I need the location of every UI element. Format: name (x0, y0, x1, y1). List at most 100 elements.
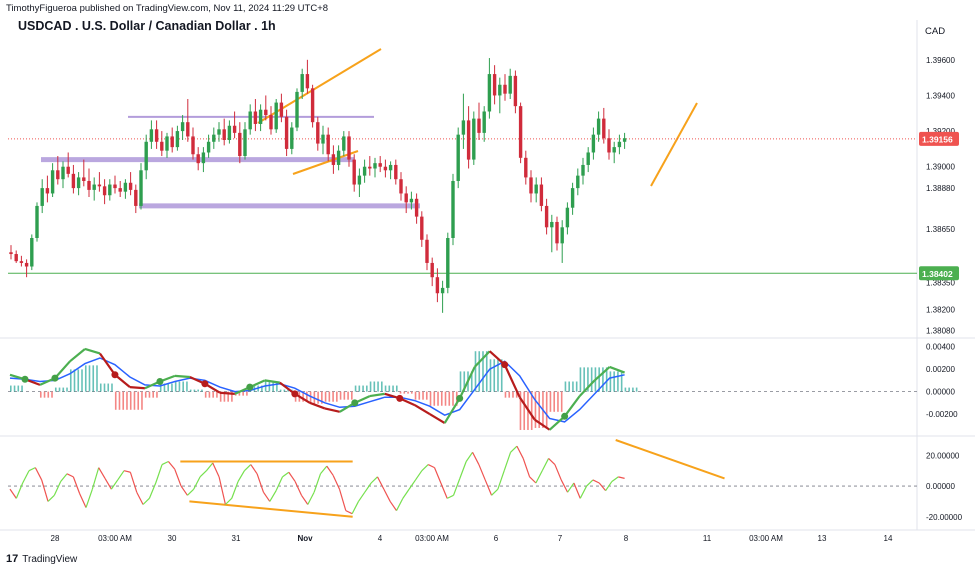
osc-line-segment (573, 482, 581, 499)
osc-line-segment (34, 467, 43, 481)
macd-histogram-bar (617, 371, 619, 392)
macd-histogram-bar (590, 367, 593, 392)
osc-line-segment (288, 471, 296, 482)
osc-line-segment (199, 470, 207, 478)
macd-histogram-bar (407, 391, 409, 394)
macd-histogram-bar (152, 391, 155, 398)
macd-line-segment (369, 392, 385, 398)
candle-body (399, 179, 403, 194)
candle-body (404, 193, 408, 203)
osc-line-segment (117, 470, 125, 481)
time-tick-label: 31 (232, 534, 241, 543)
candle-body (264, 109, 268, 116)
macd-histogram-bar (178, 381, 181, 392)
price-tick-label: 1.39400 (926, 91, 955, 100)
macd-histogram-bar (13, 385, 16, 392)
candle-body (206, 141, 211, 153)
macd-histogram-bar (88, 365, 91, 392)
trendline (257, 48, 382, 124)
candle-body (279, 102, 284, 117)
candle-body (30, 238, 34, 267)
candle-body (186, 122, 190, 137)
macd-histogram-bar (242, 391, 244, 396)
candle-body (50, 170, 55, 194)
price-tick-label: 1.39000 (926, 163, 955, 172)
macd-cross-dot (51, 374, 59, 382)
macd-histogram-bar (478, 351, 481, 392)
candle-body (66, 166, 70, 174)
macd-histogram-bar (515, 391, 518, 398)
osc-line-segment (592, 479, 600, 484)
macd-histogram-bar (444, 391, 447, 406)
macd-histogram-bar (216, 391, 218, 398)
tradingview-brand: TradingView (22, 553, 78, 565)
candle-body (503, 84, 507, 94)
macd-histogram-bar (114, 391, 117, 410)
candle-body (586, 152, 590, 165)
macd-histogram-bar (433, 391, 436, 406)
osc-line-segment (300, 494, 309, 505)
candle-body (357, 175, 362, 185)
candle-body (160, 141, 164, 151)
macd-histogram-bar (572, 381, 574, 392)
macd-cross-dot (201, 380, 209, 388)
candle-body (191, 136, 195, 155)
osc-line-segment (186, 488, 195, 496)
macd-histogram-bar (302, 391, 304, 402)
macd-histogram-bar (137, 391, 140, 410)
macd-histogram-bar (186, 381, 188, 392)
macd-histogram-bar (448, 391, 451, 406)
candle-body (596, 118, 601, 135)
macd-histogram-bar (347, 391, 349, 400)
osc-line-segment (72, 476, 81, 494)
osc-line-segment (598, 482, 607, 492)
osc-line-segment (446, 494, 454, 499)
candle-body (331, 154, 336, 165)
candle-body (394, 164, 398, 180)
signal-line (9, 357, 625, 423)
time-tick-label: 30 (168, 534, 177, 543)
osc-line-segment (231, 481, 239, 499)
candle-body (352, 159, 356, 185)
candle-body (461, 120, 466, 135)
osc-line-segment (478, 464, 486, 481)
price-tick-label: 1.39600 (926, 56, 955, 65)
macd-histogram-bar (231, 391, 233, 402)
candle-body (550, 221, 554, 228)
macd-histogram-bar (58, 387, 61, 392)
macd-histogram-bar (632, 387, 634, 392)
macd-histogram-bar (418, 391, 421, 400)
macd-histogram-bar (403, 391, 406, 394)
macd-histogram-bar (440, 391, 443, 406)
osc-line-segment (250, 464, 258, 475)
macd-histogram-bar (201, 389, 203, 392)
candle-body (165, 136, 169, 151)
support-price-label-bg (919, 266, 959, 281)
macd-histogram-bar (212, 391, 214, 398)
macd-histogram-bar (223, 391, 226, 402)
macd-histogram-bar (21, 385, 23, 392)
candle-body (555, 221, 559, 244)
osc-line-segment (98, 467, 106, 479)
candle-body (243, 129, 247, 157)
macd-histogram-bar (189, 389, 192, 392)
candle-body (336, 150, 341, 165)
candle-body (102, 186, 107, 196)
macd-histogram-bar (156, 391, 158, 398)
macd-histogram-bar (470, 371, 473, 392)
candle-body (524, 157, 528, 178)
tradingview-footer[interactable]: 17 TradingView (6, 553, 77, 565)
macd-histogram-bar (587, 367, 589, 392)
macd-histogram-bar (69, 369, 72, 392)
candle-body (154, 129, 159, 142)
candle-body (284, 116, 289, 149)
osc-line-segment (313, 473, 322, 493)
macd-histogram-bar (602, 367, 604, 392)
osc-line-segment (320, 465, 328, 475)
candle-body (362, 166, 367, 176)
osc-line-segment (167, 461, 176, 470)
osc-line-segment (15, 482, 24, 499)
macd-histogram-bar (219, 391, 222, 402)
macd-histogram-bar (366, 385, 368, 392)
